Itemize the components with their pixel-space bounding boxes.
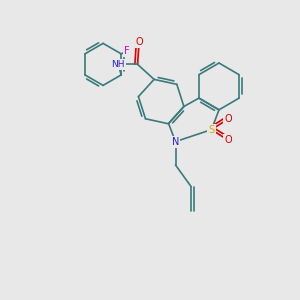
Text: O: O <box>224 114 232 124</box>
Text: O: O <box>135 37 143 47</box>
Text: NH: NH <box>111 60 125 69</box>
Text: N: N <box>172 136 179 147</box>
Text: O: O <box>224 135 232 145</box>
Text: S: S <box>208 124 214 135</box>
Text: F: F <box>124 46 130 56</box>
